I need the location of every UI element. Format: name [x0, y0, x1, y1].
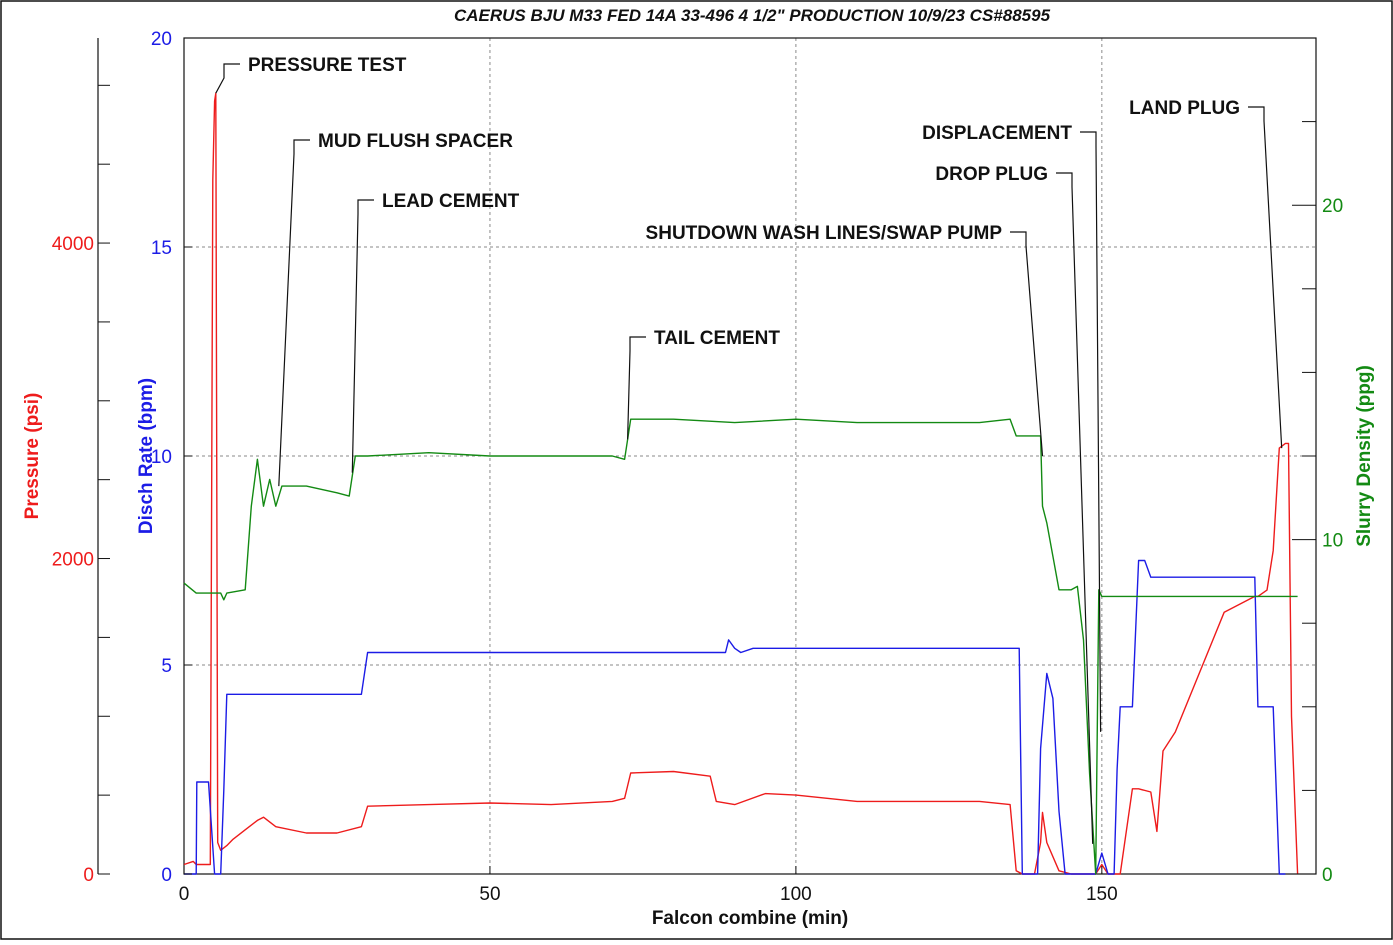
series-line-pressure — [183, 92, 1299, 875]
rate-tick-label: 10 — [151, 447, 172, 468]
event-leader-line — [1248, 106, 1283, 449]
series-line-density — [183, 418, 1298, 875]
event-leader-line — [278, 139, 310, 487]
event-leader-line — [215, 63, 240, 94]
event-annotations: PRESSURE TEST MUD FLUSH SPACER LEAD CEMENT… — [215, 55, 1283, 844]
rate-tick-label: 15 — [151, 238, 172, 259]
event-label: LAND PLUG — [1129, 98, 1240, 119]
x-axis-title: Falcon combine (min) — [652, 908, 848, 929]
event-label: LEAD CEMENT — [382, 191, 520, 212]
event-label: DROP PLUG — [935, 164, 1048, 185]
event-leader-line — [351, 199, 374, 473]
pressure-axis-title: Pressure (psi) — [22, 393, 43, 520]
series-lines — [183, 92, 1299, 875]
event-leader-line — [627, 336, 646, 440]
x-tick-label: 50 — [479, 884, 500, 905]
pressure-tick-label: 2000 — [52, 550, 94, 571]
event-label: PRESSURE TEST — [248, 55, 407, 76]
event-label: DISPLACEMENT — [922, 123, 1072, 144]
rate-tick-label: 5 — [161, 656, 172, 677]
event-label: MUD FLUSH SPACER — [318, 131, 513, 152]
event-label: SHUTDOWN WASH LINES/SWAP PUMP — [646, 223, 1003, 244]
rate-axis-title: Disch Rate (bpm) — [136, 378, 157, 534]
grid-lines — [184, 38, 1316, 874]
density-tick-label: 0 — [1322, 865, 1333, 886]
event-label: TAIL CEMENT — [654, 328, 780, 349]
density-tick-label: 10 — [1322, 531, 1343, 552]
series-line-rate — [184, 559, 1286, 875]
density-axis-title: Slurry Density (ppg) — [1354, 365, 1375, 547]
rate-tick-label: 20 — [151, 29, 172, 50]
event-leader-line — [1010, 231, 1044, 457]
density-tick-label: 20 — [1322, 196, 1343, 217]
event-leader-line — [1056, 172, 1094, 844]
pressure-tick-label: 4000 — [52, 234, 94, 255]
pressure-tick-label: 0 — [83, 865, 94, 886]
x-tick-label: 0 — [179, 884, 190, 905]
x-tick-label: 150 — [1086, 884, 1118, 905]
event-leader-line — [1080, 131, 1102, 732]
chart-title: CAERUS BJU M33 FED 14A 33-496 4 1/2" PRO… — [454, 6, 1051, 25]
rate-tick-label: 0 — [161, 865, 172, 886]
x-tick-label: 100 — [780, 884, 812, 905]
